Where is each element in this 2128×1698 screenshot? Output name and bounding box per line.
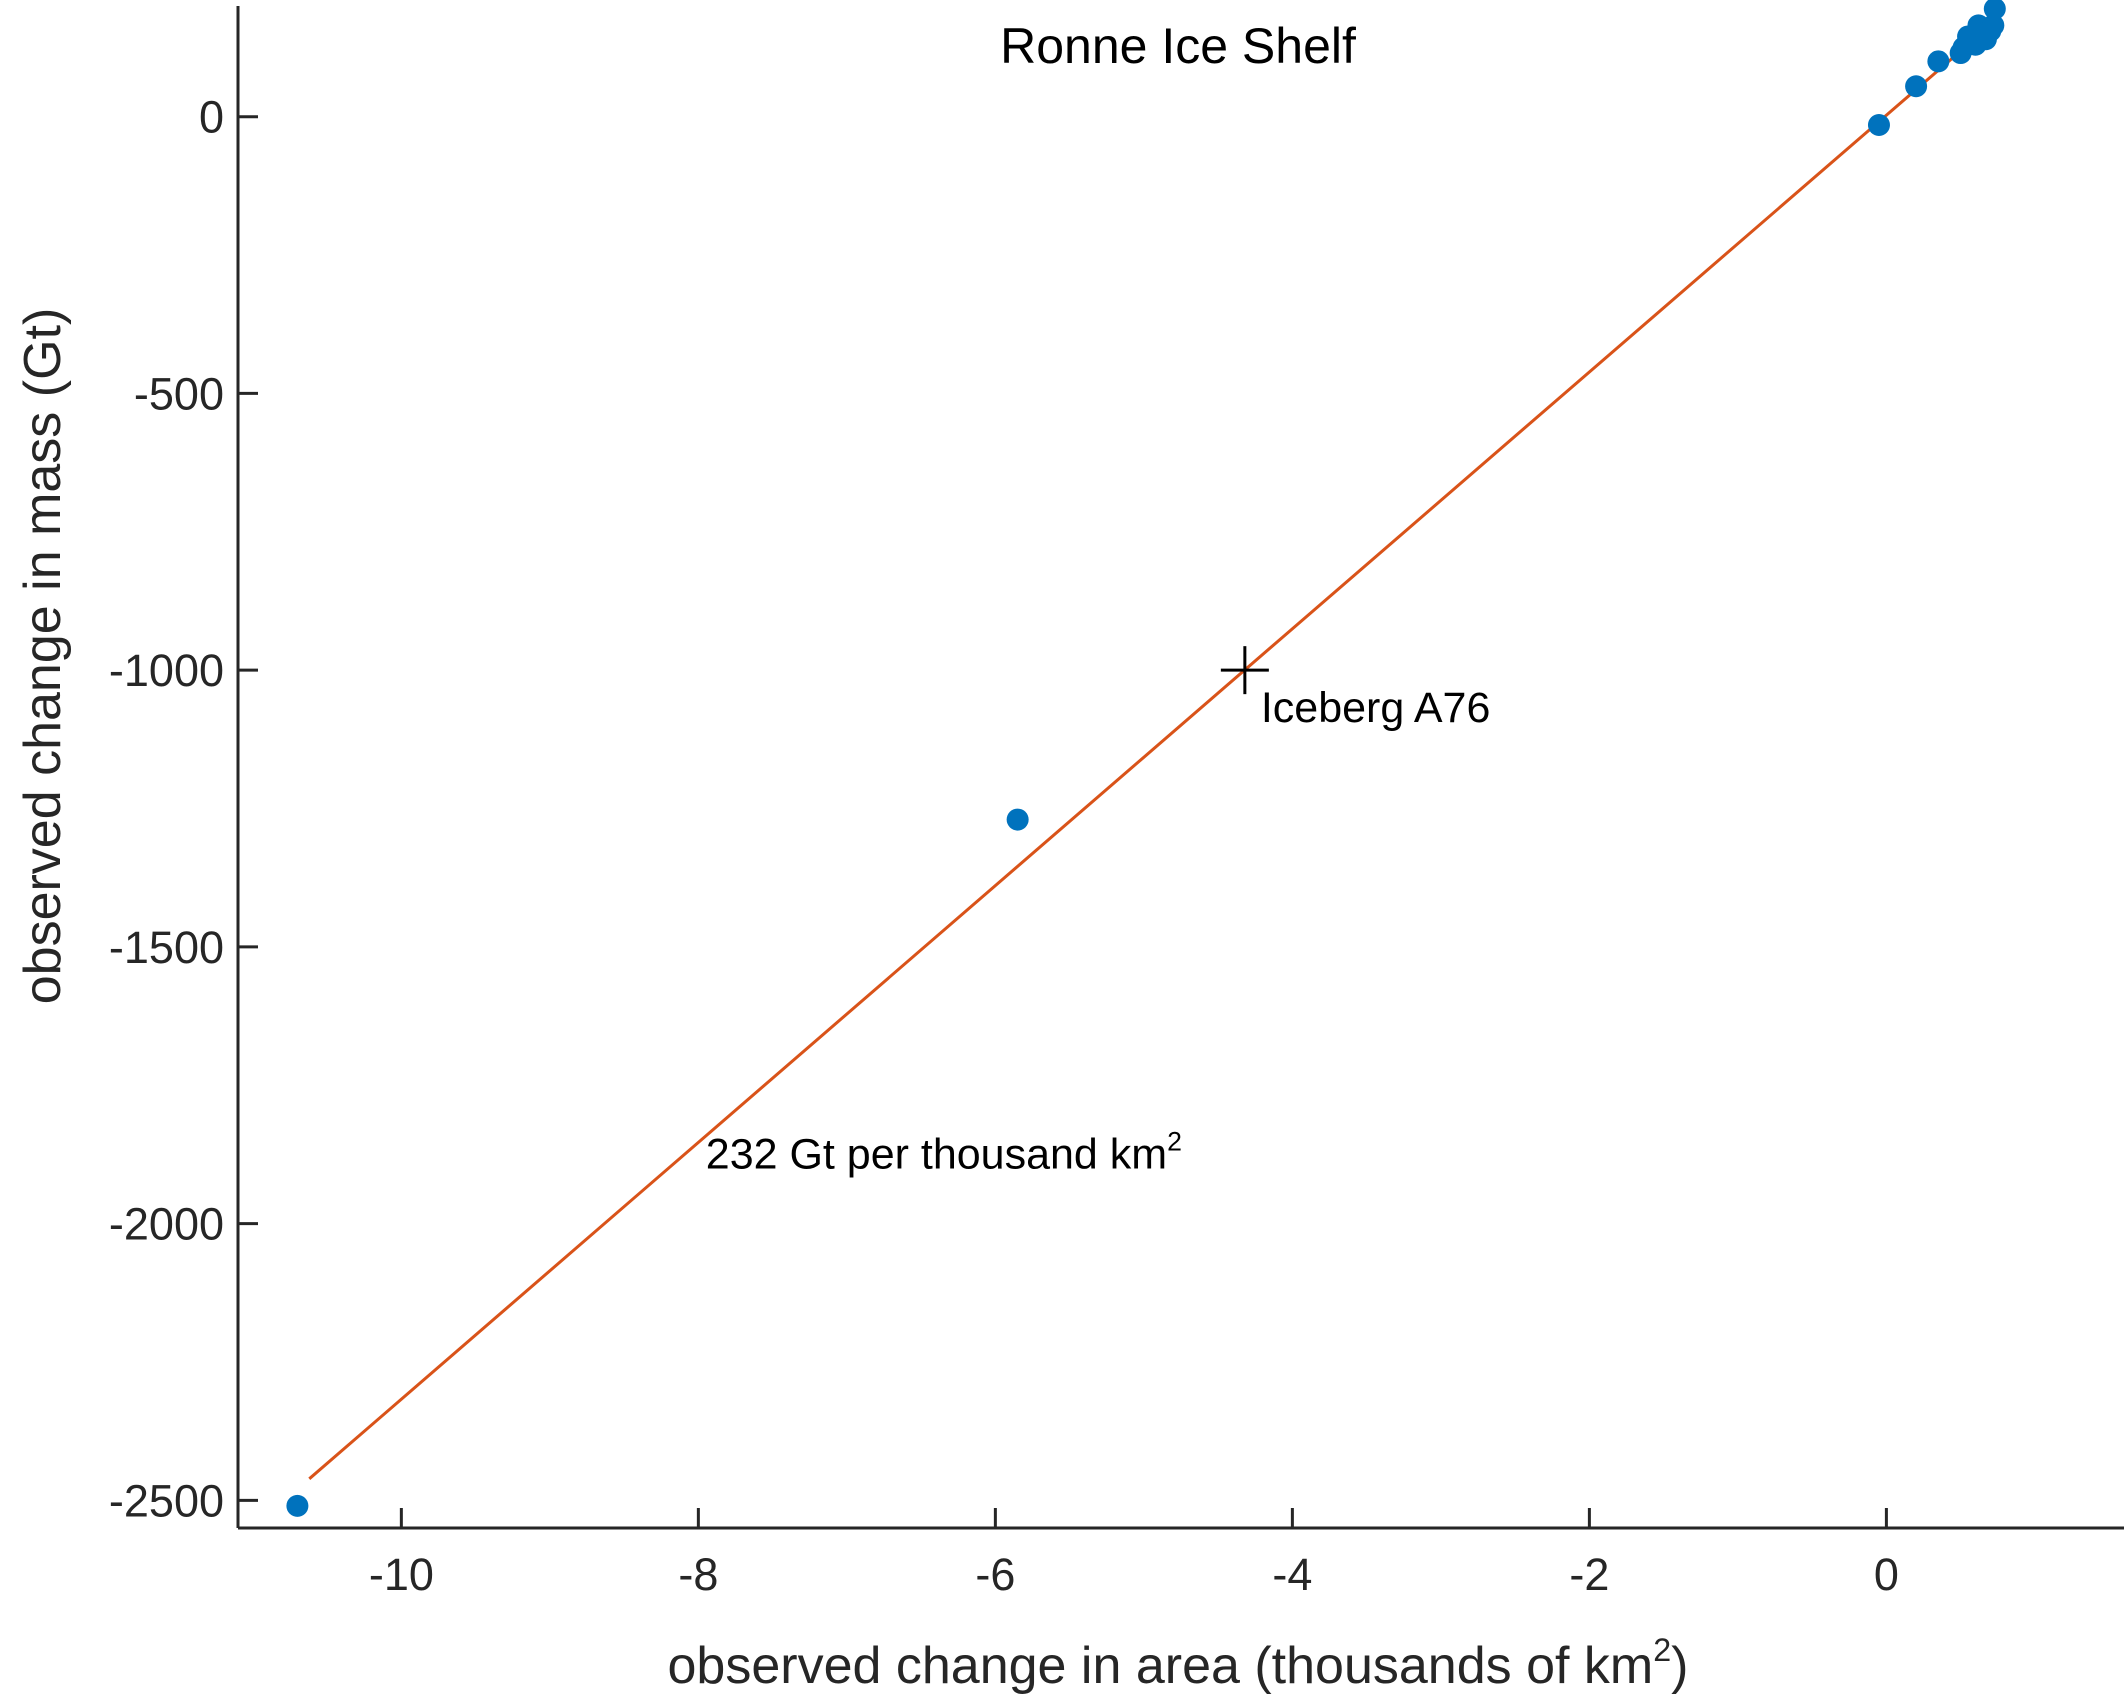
x-axis-label-sup: 2	[1653, 1632, 1671, 1668]
y-ticks: 0 -500 -1000 -1500 -2000 -2500	[109, 92, 258, 1526]
x-ticks: -10 -8 -6 -4 -2 0	[369, 1508, 1899, 1600]
data-point	[1983, 0, 2006, 20]
y-tick-label: -2000	[109, 1199, 224, 1250]
fit-line	[308, 21, 1995, 1480]
x-tick-label: 0	[1874, 1549, 1899, 1600]
iceberg-label: Iceberg A76	[1261, 684, 1491, 732]
y-tick-label: -2500	[109, 1475, 224, 1526]
axes	[236, 6, 2124, 1530]
data-point	[1982, 14, 2005, 37]
y-tick-label: -500	[134, 368, 224, 419]
x-tick-label: -6	[975, 1549, 1015, 1600]
fit-slope-label-sup: 2	[1167, 1127, 1182, 1157]
x-tick-label: -2	[1569, 1549, 1609, 1600]
y-tick-label: 0	[199, 92, 224, 143]
fit-slope-label-text: 232 Gt per thousand km	[706, 1131, 1167, 1179]
x-tick-label: -8	[678, 1549, 718, 1600]
fit-slope-label: 232 Gt per thousand km2	[706, 1127, 1182, 1179]
fit-line-group	[308, 21, 1995, 1480]
data-point	[1927, 50, 1950, 73]
x-axis-label-end: )	[1671, 1637, 1688, 1695]
data-point	[1905, 75, 1928, 98]
x-tick-label: -10	[369, 1549, 434, 1600]
y-axis-label: observed change in mass (Gt)	[14, 308, 72, 1005]
y-tick-label: -1500	[109, 922, 224, 973]
data-point	[286, 1494, 309, 1517]
x-axis-label-text: observed change in area (thousands of km	[668, 1637, 1654, 1695]
y-tick-label: -1000	[109, 645, 224, 696]
data-point	[1006, 808, 1029, 831]
chart-title: Ronne Ice Shelf	[1000, 18, 1356, 74]
iceberg-marker	[1220, 646, 1269, 695]
x-axis-label: observed change in area (thousands of km…	[668, 1632, 1689, 1695]
x-tick-label: -4	[1272, 1549, 1312, 1600]
data-points	[286, 0, 2006, 1517]
data-point	[1867, 113, 1890, 136]
